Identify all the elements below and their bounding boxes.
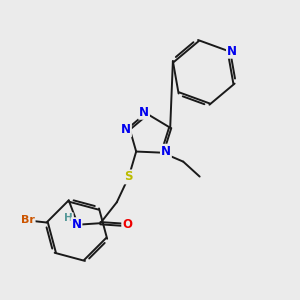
Text: Br: Br (21, 214, 35, 224)
Text: N: N (139, 106, 149, 119)
Text: S: S (124, 170, 133, 183)
Text: O: O (122, 218, 132, 231)
Text: N: N (121, 123, 131, 136)
Text: N: N (161, 145, 171, 158)
Text: N: N (227, 45, 237, 58)
Text: N: N (71, 218, 82, 231)
Text: H: H (64, 213, 73, 223)
